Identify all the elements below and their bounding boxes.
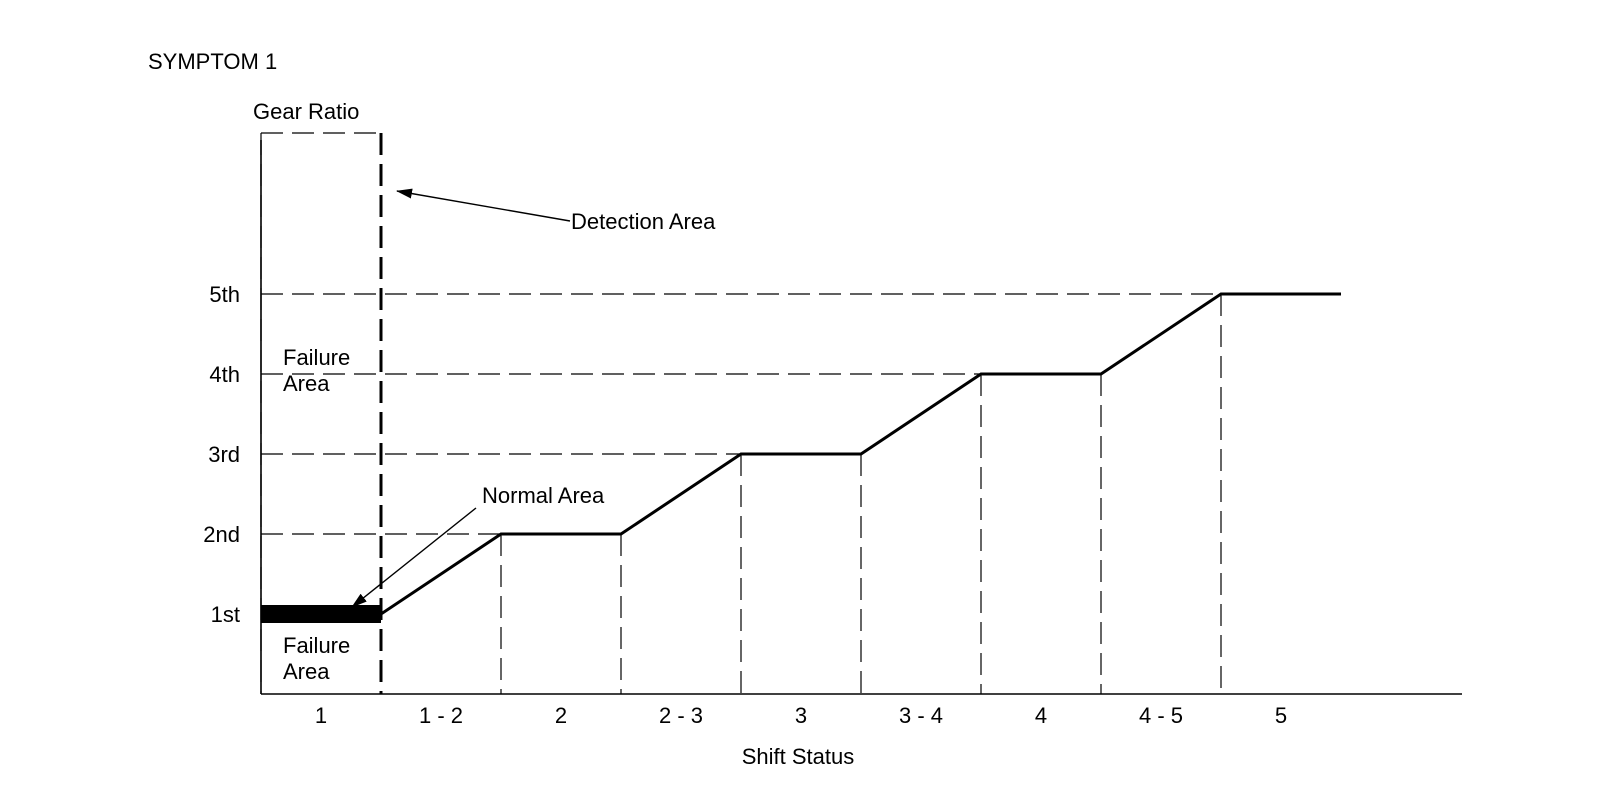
stage-label-6: 3 - 4: [899, 703, 943, 728]
stage-labels: 1 1 - 2 2 2 - 3 3 3 - 4 4 4 - 5 5: [315, 703, 1287, 728]
failure-area-upper-line2: Area: [283, 371, 330, 396]
diagram-title: SYMPTOM 1: [148, 49, 277, 74]
gear-label-5th: 5th: [209, 282, 240, 307]
y-axis-label: Gear Ratio: [253, 99, 359, 124]
failure-area-upper-line1: Failure: [283, 345, 350, 370]
gear-label-2nd: 2nd: [203, 522, 240, 547]
normal-area-bar: [261, 605, 381, 623]
stage-label-5: 3: [795, 703, 807, 728]
stage-label-8: 4 - 5: [1139, 703, 1183, 728]
gear-ratio-trace: [380, 292, 1341, 616]
stage-guides: [500, 294, 1222, 694]
detection-area-label: Detection Area: [571, 209, 716, 234]
stage-label-2: 1 - 2: [419, 703, 463, 728]
detection-area-arrow: [396, 188, 571, 222]
stage-label-1: 1: [315, 703, 327, 728]
normal-area-arrow: [351, 507, 477, 608]
normal-area-label: Normal Area: [482, 483, 605, 508]
stage-label-4: 2 - 3: [659, 703, 703, 728]
failure-area-lower-line1: Failure: [283, 633, 350, 658]
x-axis-label: Shift Status: [742, 744, 855, 769]
gear-label-3rd: 3rd: [208, 442, 240, 467]
stage-label-3: 2: [555, 703, 567, 728]
failure-area-lower-line2: Area: [283, 659, 330, 684]
gear-label-1st: 1st: [211, 602, 240, 627]
gear-level-labels: 1st 2nd 3rd 4th 5th: [203, 282, 240, 627]
gear-label-4th: 4th: [209, 362, 240, 387]
gear-level-guides: [261, 293, 1221, 535]
stage-label-9: 5: [1275, 703, 1287, 728]
stage-label-7: 4: [1035, 703, 1047, 728]
